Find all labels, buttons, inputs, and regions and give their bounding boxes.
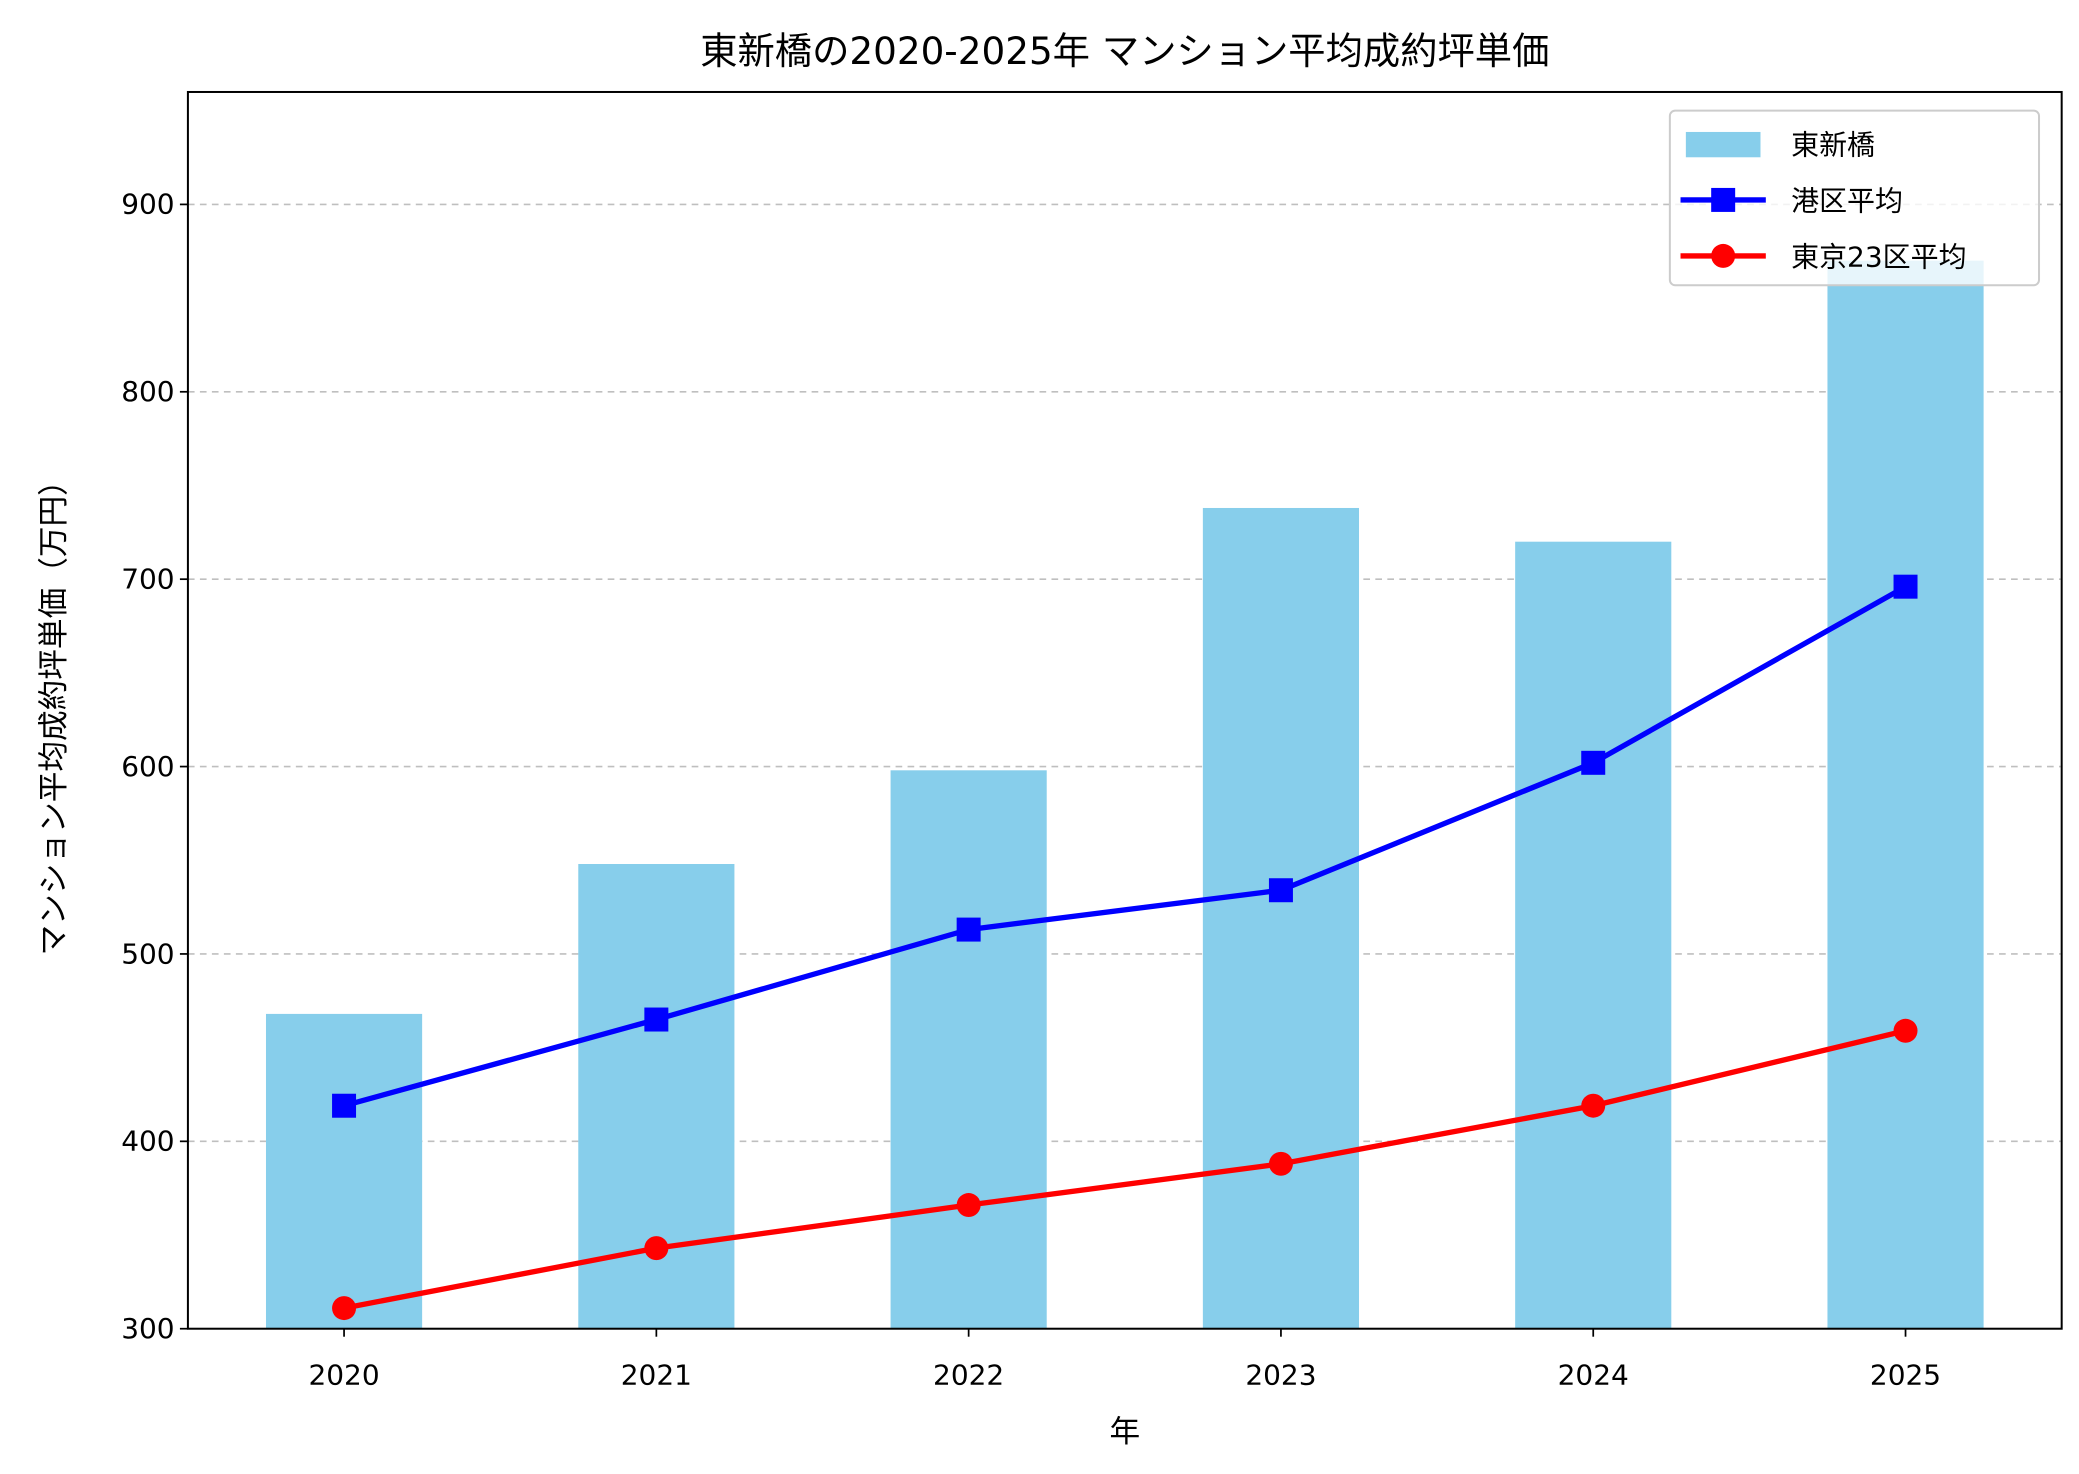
legend-label: 東京23区平均	[1791, 241, 1966, 274]
marker-港区平均-2024	[1581, 750, 1606, 775]
chart-title: 東新橋の2020-2025年 マンション平均成約坪単価	[700, 29, 1549, 73]
x-tick-label: 2023	[1245, 1359, 1316, 1392]
bar-2022	[890, 770, 1047, 1329]
marker-東京23区平均-2023	[1268, 1151, 1293, 1176]
y-tick-label: 400	[121, 1125, 174, 1158]
grid	[187, 203, 2062, 1143]
y-tick-label: 800	[121, 375, 174, 408]
marker-東京23区平均-2024	[1581, 1093, 1606, 1118]
marker-港区平均-2023	[1268, 878, 1293, 903]
bar-2023	[1202, 507, 1360, 1329]
bar-2025	[1827, 260, 1984, 1329]
x-axis-label: 年	[1109, 1415, 1140, 1450]
x-tick-label: 2024	[1558, 1359, 1629, 1392]
y-tick-label: 300	[121, 1312, 174, 1345]
legend-marker-港区平均	[1711, 187, 1736, 212]
x-tick-label: 2020	[308, 1359, 379, 1392]
plot-frame	[186, 90, 2063, 1330]
marker-港区平均-2020	[332, 1093, 357, 1118]
line-東京23区平均	[343, 1028, 1907, 1311]
y-tick-label: 500	[121, 937, 174, 970]
marker-東京23区平均-2022	[956, 1193, 981, 1218]
y-tick-label: 700	[121, 563, 174, 596]
line-港区平均	[343, 584, 1907, 1109]
y-tick-label: 900	[121, 188, 174, 221]
x-tick-label: 2021	[621, 1359, 692, 1392]
lines	[332, 574, 1918, 1321]
bar-2020	[265, 1013, 423, 1329]
legend-box	[1668, 109, 2041, 287]
marker-港区平均-2021	[644, 1007, 669, 1032]
legend-label: 東新橋	[1791, 129, 1875, 162]
y-axis-label: マンション平均成約坪単価（万円）	[37, 465, 72, 955]
legend-label: 港区平均	[1791, 185, 1903, 218]
x-axis: 2020 2021 2022 2023 2024 2025	[308, 1328, 1941, 1392]
marker-港区平均-2025	[1893, 574, 1918, 599]
marker-東京23区平均-2025	[1893, 1018, 1918, 1043]
y-axis: 300 400 500 600 700 800 900	[121, 188, 188, 1345]
y-tick-label: 600	[121, 750, 174, 783]
marker-港区平均-2022	[956, 917, 981, 942]
x-tick-label: 2025	[1870, 1359, 1941, 1392]
x-tick-label: 2022	[933, 1359, 1004, 1392]
legend-swatch-東新橋	[1685, 131, 1761, 158]
bars	[265, 260, 1984, 1329]
marker-東京23区平均-2021	[644, 1236, 669, 1261]
bar-2024	[1515, 541, 1672, 1329]
legend-marker-東京23区平均	[1711, 243, 1736, 268]
marker-東京23区平均-2020	[332, 1296, 357, 1321]
